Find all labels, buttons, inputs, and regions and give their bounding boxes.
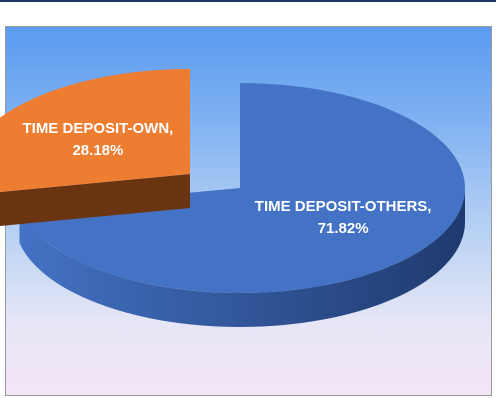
data-label-name: TIME DEPOSIT-OWN,	[22, 120, 173, 137]
slice-top	[19, 83, 466, 293]
data-label-name: TIME DEPOSIT-OTHERS,	[255, 198, 432, 215]
pie-slice-time-deposit-own	[0, 69, 190, 226]
slice-side	[19, 188, 466, 327]
data-label-value: 28.18%	[72, 142, 123, 159]
slice-top	[0, 69, 190, 192]
slice-cut-face	[0, 174, 190, 226]
pie-slice-time-deposit-others	[19, 83, 466, 327]
data-label-value: 71.82%	[318, 220, 369, 237]
